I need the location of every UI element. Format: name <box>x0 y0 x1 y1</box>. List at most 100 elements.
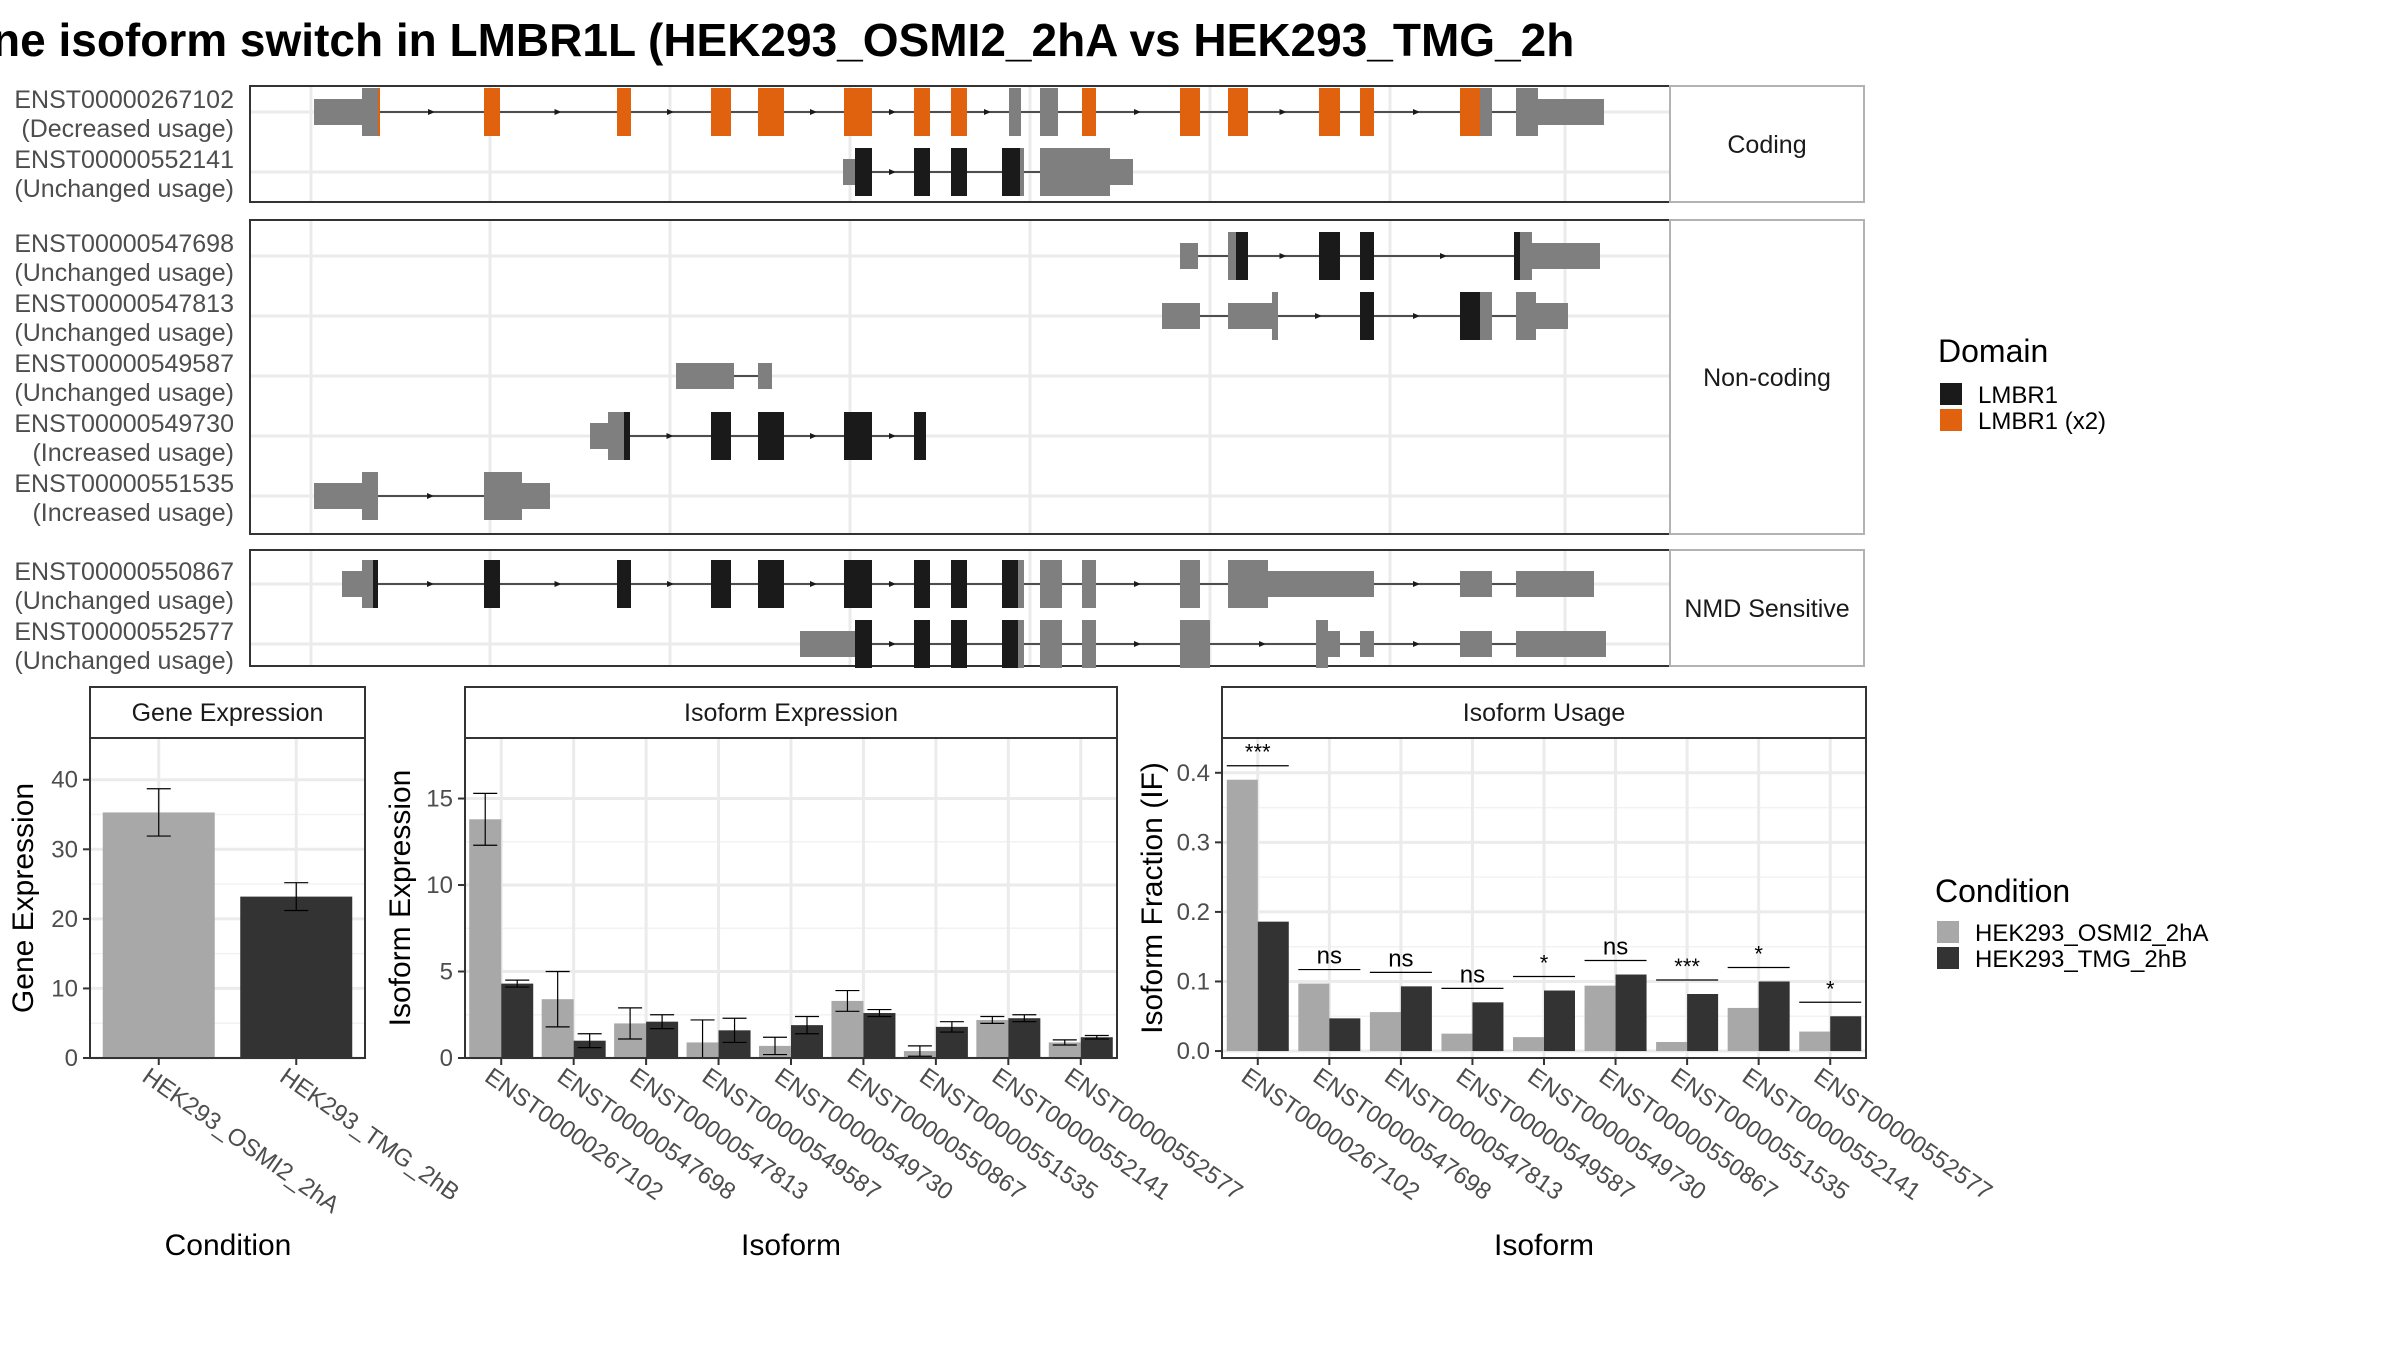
utr-exon <box>758 363 772 389</box>
transcript-id-label: ENST00000551535 <box>14 470 234 498</box>
exon <box>914 412 926 460</box>
intron-arrow <box>427 493 434 499</box>
intron-arrow <box>1279 253 1287 259</box>
bar-tmg <box>1758 981 1790 1052</box>
bar-tmg <box>573 1040 606 1058</box>
exon <box>1180 620 1210 668</box>
transcript-usage-label: (Unchanged usage) <box>14 647 234 675</box>
bar-osmi2 <box>1369 1012 1401 1052</box>
bar-osmi2 <box>1513 1037 1544 1052</box>
bar-osmi2 <box>1441 1033 1473 1052</box>
significance-label: ns <box>1460 961 1485 988</box>
utr-exon <box>1228 303 1276 329</box>
intron-arrow <box>889 169 896 175</box>
exon <box>951 560 967 608</box>
bar-tmg <box>1472 1002 1504 1052</box>
transcript-usage-label: (Unchanged usage) <box>14 259 234 287</box>
y-tick-label: 0.4 <box>1177 760 1210 787</box>
intron-arrow <box>667 109 674 115</box>
domain-legend-label: LMBR1 <box>1978 382 2058 409</box>
exon <box>951 620 967 668</box>
y-tick-label: 10 <box>51 975 78 1002</box>
strip-background <box>1669 85 1865 203</box>
strip-background <box>1669 219 1865 535</box>
structure-panel-1: Coding ENST00000267102(Decreased usage) EN… <box>14 85 1865 203</box>
exon <box>378 88 380 136</box>
transcript-id-label: ENST00000552577 <box>14 618 234 646</box>
intron-arrow <box>984 109 991 115</box>
utr-exon <box>1162 303 1200 329</box>
condition-legend-title: Condition <box>1935 873 2070 909</box>
exon <box>758 412 784 460</box>
exon <box>1180 560 1200 608</box>
x-axis-title: Isoform <box>741 1229 841 1262</box>
exon <box>1319 88 1340 136</box>
intron-arrow <box>1413 313 1420 319</box>
exon <box>1480 292 1492 340</box>
transcript-id-label: ENST00000547698 <box>14 230 234 258</box>
utr-exon <box>314 483 362 509</box>
exon <box>1316 620 1328 668</box>
bar-osmi2 <box>1226 779 1258 1052</box>
exon <box>1018 560 1024 608</box>
exon <box>1082 560 1096 608</box>
utr-exon <box>1536 303 1568 329</box>
utr-exon <box>314 99 362 125</box>
bar-tmg <box>863 1013 896 1058</box>
bar-osmi2 <box>1727 1007 1759 1052</box>
utr-exon <box>1110 159 1133 185</box>
intron-arrow <box>1413 641 1420 647</box>
exon <box>362 560 374 608</box>
strip-header <box>89 686 366 739</box>
significance-label: * <box>1754 941 1763 966</box>
bar-tmg <box>1544 990 1575 1052</box>
bar-tmg <box>240 896 353 1058</box>
exon <box>1460 292 1480 340</box>
bar-osmi2 <box>976 1019 1009 1058</box>
exon <box>1360 88 1374 136</box>
x-axis-title: Isoform <box>1494 1229 1594 1262</box>
y-tick-label: 5 <box>440 959 453 986</box>
bar-osmi2 <box>1799 1031 1831 1052</box>
y-tick-label: 10 <box>426 872 453 899</box>
strip-background <box>1669 549 1865 667</box>
exon <box>1180 88 1200 136</box>
exon <box>1040 88 1058 136</box>
exon <box>373 560 378 608</box>
y-tick-label: 0 <box>65 1045 78 1072</box>
exon <box>362 88 380 136</box>
transcript-id-label: ENST00000549587 <box>14 350 234 378</box>
bar-tmg <box>1329 1018 1361 1052</box>
significance-label: ns <box>1388 945 1413 972</box>
bar-tmg <box>1400 986 1432 1052</box>
exon <box>1082 620 1096 668</box>
exon <box>855 148 872 196</box>
transcript-usage-label: (Increased usage) <box>32 499 234 527</box>
intron-arrow <box>428 109 435 115</box>
exon <box>711 412 731 460</box>
bar-osmi2 <box>1048 1042 1081 1058</box>
utr-exon <box>1328 631 1340 657</box>
exon <box>1040 148 1110 196</box>
condition-legend-label: HEK293_OSMI2_2hA <box>1975 920 2208 947</box>
exon <box>362 472 378 520</box>
exon <box>1002 560 1018 608</box>
exon <box>1002 620 1018 668</box>
exon <box>484 472 522 520</box>
bar-tmg <box>1257 921 1289 1052</box>
exon <box>1360 292 1374 340</box>
x-axis-title: Condition <box>165 1229 292 1262</box>
exon <box>951 88 967 136</box>
y-axis-title: Isoform Expression <box>384 770 417 1027</box>
exon <box>758 560 784 608</box>
significance-label: *** <box>1245 740 1271 765</box>
strip-label: NMD Sensitive <box>1684 595 1849 623</box>
y-tick-label: 0.3 <box>1177 829 1210 856</box>
transcript-id-label: ENST00000267102 <box>14 86 234 114</box>
exon <box>1009 88 1021 136</box>
exon <box>711 560 731 608</box>
significance-label: *** <box>1674 954 1700 979</box>
exon <box>1082 88 1096 136</box>
